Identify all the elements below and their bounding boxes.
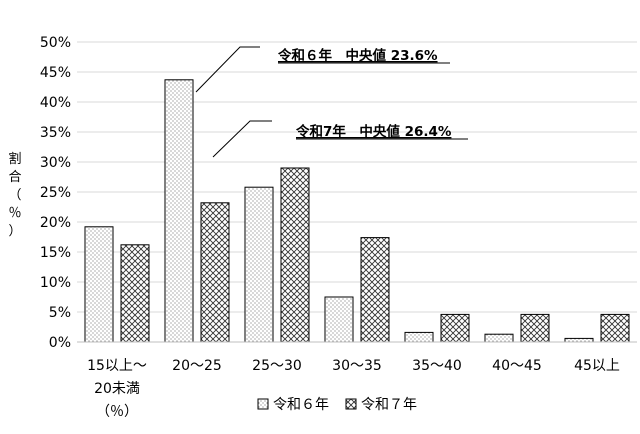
x-tick-label: 45以上 [574, 358, 620, 374]
x-unit-label: （％） [96, 404, 138, 420]
y-tick-label: 30% [40, 155, 71, 171]
legend-swatch-r6 [257, 398, 269, 410]
x-tick-label: 20～25 [172, 358, 222, 374]
x-tick-label: 40～45 [492, 358, 542, 374]
y-tick-label: 35% [40, 125, 71, 141]
annotation-leader-line [212, 120, 272, 158]
bar-r7-2 [280, 167, 310, 343]
y-tick-label: 15% [40, 245, 71, 261]
bar-r6-0 [84, 226, 114, 343]
bar-r6-6 [564, 337, 594, 343]
y-tick-label: 50% [40, 35, 71, 51]
y-tick-label: 40% [40, 95, 71, 111]
bar-r7-5 [520, 313, 550, 343]
bar-r7-6 [600, 313, 630, 343]
annotation-median-r6: 令和６年 中央値 23.6% [277, 47, 438, 64]
bar-r7-4 [440, 313, 470, 343]
x-tick-label: 15以上～ [87, 358, 147, 374]
x-tick-label: 30～35 [332, 358, 382, 374]
y-tick-label: 45% [40, 65, 71, 81]
y-tick-label: 20% [40, 215, 71, 231]
y-tick-label: 0% [49, 335, 71, 351]
y-axis-label: 割合（％） [8, 151, 21, 239]
x-tick-label: 20未満 [94, 381, 140, 397]
bar-r6-3 [324, 296, 354, 343]
bar-r6-5 [484, 333, 514, 343]
bar-r7-1 [200, 202, 230, 343]
annotation-median-r7: 令和7年 中央値 26.4% [295, 123, 452, 140]
x-tick-label: 25～30 [252, 358, 302, 374]
y-tick-label: 5% [49, 305, 71, 321]
x-tick-label: 35～40 [412, 358, 462, 374]
bar-r7-0 [120, 244, 150, 343]
legend-swatch-r7 [345, 398, 357, 410]
annotation-leader-line [195, 46, 260, 93]
bar-r6-2 [244, 186, 274, 343]
legend-label-r6: 令和６年 [273, 397, 329, 413]
bar-r6-1 [164, 79, 194, 343]
bar-r6-4 [404, 331, 434, 343]
legend-label-r7: 令和７年 [361, 397, 417, 413]
y-tick-label: 10% [40, 275, 71, 291]
bar-r7-3 [360, 237, 390, 343]
y-tick-label: 25% [40, 185, 71, 201]
